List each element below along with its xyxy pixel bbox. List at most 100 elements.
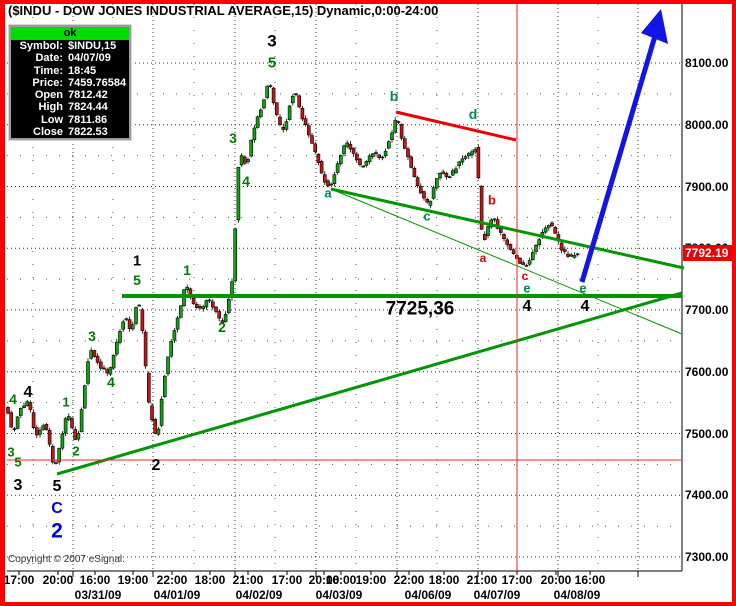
tooltip-row-label: High xyxy=(38,101,63,114)
candle-body xyxy=(15,416,20,429)
candle-body xyxy=(278,116,282,126)
candle-body xyxy=(543,227,548,233)
candle-body xyxy=(521,262,526,265)
x-axis-time-label: 22:00 xyxy=(393,573,425,587)
candle-body xyxy=(67,416,71,421)
candle-body xyxy=(367,155,372,163)
candle-body xyxy=(460,158,465,163)
candle-body xyxy=(409,156,414,168)
candle-body xyxy=(447,176,452,179)
candle-body xyxy=(214,306,218,312)
wave-label-C: C xyxy=(51,500,63,517)
x-axis-time-label: 17:00 xyxy=(501,573,533,587)
candle-body xyxy=(428,200,433,206)
candle-body xyxy=(444,172,449,177)
candle-body xyxy=(258,109,263,117)
x-axis-date-label: 04/01/09 xyxy=(153,588,201,602)
candle-body xyxy=(143,331,148,367)
candle-body xyxy=(438,172,442,179)
candle-body xyxy=(147,372,151,403)
wave-label-b: b xyxy=(488,192,496,208)
tooltip-row-value: $INDU,15 xyxy=(68,40,117,52)
candle-body xyxy=(281,126,286,130)
y-axis-label: 7600.00 xyxy=(685,364,729,379)
candle-body xyxy=(374,152,378,154)
candle-body xyxy=(290,95,295,104)
candle-body xyxy=(297,95,302,108)
candle-body xyxy=(22,405,26,408)
candle-body xyxy=(575,253,580,256)
x-axis-date-label: 03/31/09 xyxy=(74,588,122,602)
candle-body xyxy=(271,87,276,104)
candle-body xyxy=(335,163,340,173)
tooltip-row-value: 7812.42 xyxy=(68,89,108,102)
x-axis-time-label: 21:00 xyxy=(466,573,498,587)
tooltip-row-label: Symbol: xyxy=(19,40,63,52)
y-axis-label: 7500.00 xyxy=(685,426,729,441)
candle-body xyxy=(207,299,212,302)
candle-body xyxy=(396,121,401,123)
wave-label-a: a xyxy=(324,185,332,201)
candle-body xyxy=(310,135,314,144)
candle-body xyxy=(511,249,516,254)
candle-body xyxy=(457,161,462,167)
candle-body xyxy=(140,309,145,331)
candle-body xyxy=(316,153,321,163)
candle-body xyxy=(6,406,10,414)
candle-body xyxy=(172,330,177,341)
support-price-label: 7725,36 xyxy=(385,298,455,320)
candle-body xyxy=(399,124,404,139)
candle-body xyxy=(108,367,113,375)
candle-body xyxy=(338,155,343,164)
y-axis-label: 7700.00 xyxy=(685,303,729,317)
candle-body xyxy=(470,151,474,156)
y-axis-label: 7400.00 xyxy=(685,488,729,503)
candle-body xyxy=(345,142,350,147)
candle-body xyxy=(131,324,135,330)
candle-body xyxy=(502,234,506,240)
x-axis-date-label: 04/03/09 xyxy=(315,588,363,602)
candle-body xyxy=(47,429,52,445)
candle-body xyxy=(54,462,58,464)
tooltip-row: Open 7812.42 xyxy=(11,89,129,101)
candle-body xyxy=(255,116,260,128)
candle-body xyxy=(524,265,529,267)
candle-body xyxy=(402,138,407,149)
chart-title: ($INDU - DOW JONES INDUSTRIAL AVERAGE,15… xyxy=(8,3,439,18)
candle-body xyxy=(425,199,430,203)
wave-label-c: c xyxy=(423,208,431,224)
x-axis-date-label: 04/08/09 xyxy=(553,588,601,602)
candle-body xyxy=(185,287,189,291)
tooltip-rows: Symbol: $INDU,15 Date: 04/07/09 Time: 18:45 Pr… xyxy=(11,40,129,138)
wave-label-4: 4 xyxy=(522,298,532,315)
candle-body xyxy=(239,155,244,166)
candle-body xyxy=(31,412,36,429)
candle-body xyxy=(223,313,228,323)
candle-body xyxy=(57,448,62,463)
candle-body xyxy=(124,318,129,321)
candle-body xyxy=(348,143,353,150)
candle-body xyxy=(441,171,446,174)
tooltip-row-value: 7459.76584 xyxy=(68,76,127,89)
wave-label-3: 3 xyxy=(88,328,96,344)
candle-body xyxy=(370,153,375,157)
tooltip-row-value: 18:45 xyxy=(68,64,97,77)
candle-body xyxy=(191,297,196,305)
wave-label-d: d xyxy=(468,106,478,122)
candle-body xyxy=(195,304,199,308)
tooltip-row-label: Low xyxy=(41,113,63,126)
candle-body xyxy=(137,304,141,307)
tooltip-row: High 7824.44 xyxy=(11,101,129,113)
candle-body xyxy=(134,307,138,324)
tooltip-row: Low 7811.86 xyxy=(11,114,129,126)
tooltip-row-value: 7824.44 xyxy=(68,101,108,114)
wave-label-4: 4 xyxy=(580,298,590,315)
candle-body xyxy=(495,219,500,229)
wave-label-2: 2 xyxy=(151,457,161,474)
candle-body xyxy=(41,425,46,431)
wave-label-3: 3 xyxy=(267,31,277,51)
copyright-text: Copyright © 2007 eSignal. xyxy=(8,554,125,565)
wave-label-2: 2 xyxy=(218,319,226,335)
candle-body xyxy=(198,306,202,309)
